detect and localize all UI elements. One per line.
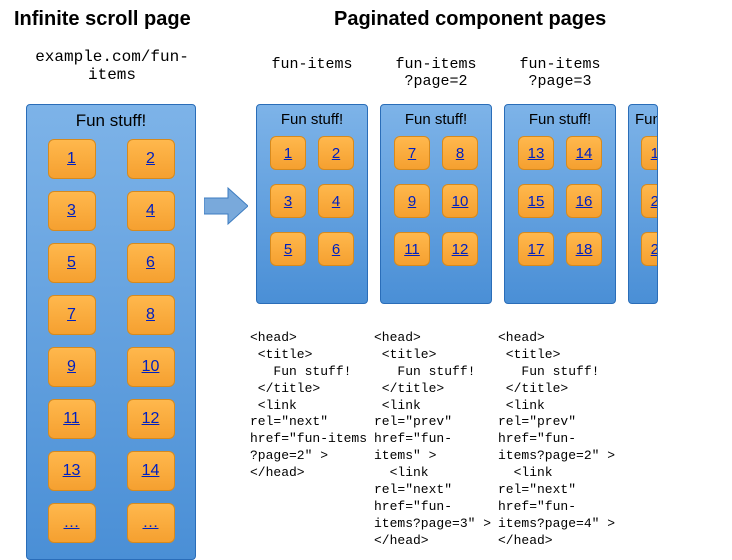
infinite-scroll-panel: Fun stuff! 1234567891011121314…… [26, 104, 196, 560]
item-tile[interactable]: 12 [442, 232, 478, 266]
url-label-infinite: example.com/fun- items [14, 48, 210, 84]
infinite-grid: 1234567891011121314…… [27, 133, 195, 557]
paginated-panel: Fun stuff! 789 10 11 12 [380, 104, 492, 304]
item-tile[interactable]: 5 [270, 232, 306, 266]
item-tile[interactable]: 10 [127, 347, 175, 387]
paginated-panel: Fun stuff!123456 [256, 104, 368, 304]
item-tile[interactable]: 14 [566, 136, 602, 170]
item-tile[interactable]: 16 [566, 184, 602, 218]
paginated-grid: 13 14 15 16 17 18 [505, 130, 615, 278]
code-snippet: <head> <title> Fun stuff! </title> <link… [374, 330, 491, 550]
url-label-page: fun-items [256, 56, 368, 73]
item-tile[interactable]: 18 [566, 232, 602, 266]
item-tile[interactable]: 2 [318, 136, 354, 170]
item-tile[interactable]: … [48, 503, 96, 543]
heading-infinite-scroll: Infinite scroll page [14, 8, 191, 31]
url-label-page: fun-items ?page=2 [380, 56, 492, 90]
item-tile[interactable]: 6 [318, 232, 354, 266]
url-label-infinite-text: example.com/fun- items [35, 48, 189, 84]
arrow-icon [204, 186, 248, 226]
code-snippet: <head> <title> Fun stuff! </title> <link… [498, 330, 615, 550]
heading-paginated: Paginated component pages [334, 8, 606, 31]
paginated-panel: Fun stuff! 13 14 15 16 17 18 [504, 104, 616, 304]
item-tile[interactable]: 13 [48, 451, 96, 491]
item-tile[interactable]: 6 [127, 243, 175, 283]
paginated-grid: 19 21 23 [629, 130, 657, 278]
item-tile[interactable]: 19 [641, 136, 658, 170]
item-tile[interactable]: 3 [270, 184, 306, 218]
paginated-panel-title: Fun stuff! [505, 105, 615, 130]
item-tile[interactable]: 15 [518, 184, 554, 218]
item-tile[interactable]: 5 [48, 243, 96, 283]
item-tile[interactable]: 11 [394, 232, 430, 266]
paginated-panel: Fun stuff! 19 21 23 [628, 104, 658, 304]
paginated-panel-title: Fun stuff! [629, 105, 657, 130]
item-tile[interactable]: 9 [394, 184, 430, 218]
heading-right-text: Paginated component pages [334, 8, 606, 30]
item-tile[interactable]: 3 [48, 191, 96, 231]
item-tile[interactable]: 8 [127, 295, 175, 335]
item-tile[interactable]: 9 [48, 347, 96, 387]
item-tile[interactable]: 2 [127, 139, 175, 179]
item-tile[interactable]: … [127, 503, 175, 543]
item-tile[interactable]: 1 [270, 136, 306, 170]
item-tile[interactable]: 14 [127, 451, 175, 491]
paginated-panel-title: Fun stuff! [257, 105, 367, 130]
url-label-page: fun-items ?page=3 [504, 56, 616, 90]
item-tile[interactable]: 7 [48, 295, 96, 335]
item-tile[interactable]: 21 [641, 184, 658, 218]
item-tile[interactable]: 23 [641, 232, 658, 266]
paginated-grid: 123456 [257, 130, 367, 278]
heading-left-text: Infinite scroll page [14, 8, 191, 30]
item-tile[interactable]: 10 [442, 184, 478, 218]
infinite-panel-title: Fun stuff! [27, 105, 195, 133]
paginated-grid: 789 10 11 12 [381, 130, 491, 278]
item-tile[interactable]: 8 [442, 136, 478, 170]
code-snippet: <head> <title> Fun stuff! </title> <link… [250, 330, 367, 482]
item-tile[interactable]: 11 [48, 399, 96, 439]
item-tile[interactable]: 13 [518, 136, 554, 170]
item-tile[interactable]: 4 [318, 184, 354, 218]
item-tile[interactable]: 7 [394, 136, 430, 170]
paginated-panel-title: Fun stuff! [381, 105, 491, 130]
item-tile[interactable]: 1 [48, 139, 96, 179]
item-tile[interactable]: 12 [127, 399, 175, 439]
item-tile[interactable]: 17 [518, 232, 554, 266]
item-tile[interactable]: 4 [127, 191, 175, 231]
